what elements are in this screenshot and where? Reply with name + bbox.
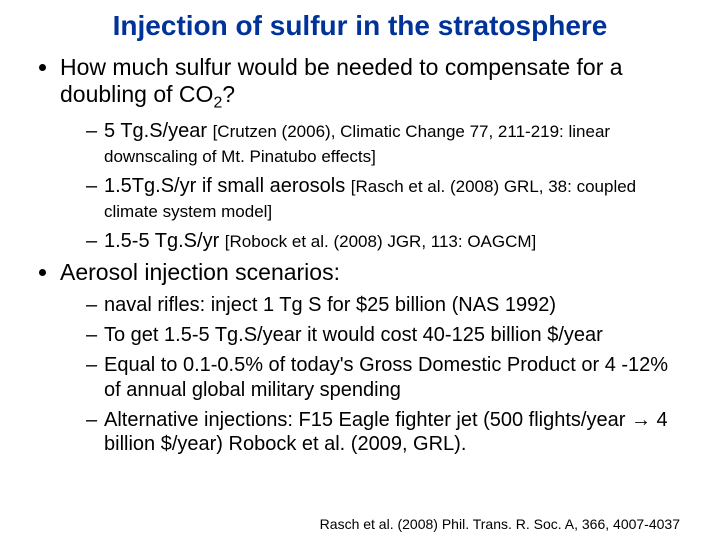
bullet-1: How much sulfur would be needed to compe… bbox=[60, 54, 690, 253]
sublist-2: naval rifles: inject 1 Tg S for $25 bill… bbox=[60, 293, 690, 457]
sub-1-1: 5 Tg.S/year [Crutzen (2006), Climatic Ch… bbox=[86, 119, 690, 168]
arrow-icon: → bbox=[631, 409, 651, 431]
sub-1-2: 1.5Tg.S/yr if small aerosols [Rasch et a… bbox=[86, 174, 690, 223]
bullet-2: Aerosol injection scenarios: naval rifle… bbox=[60, 259, 690, 456]
sub-2-1: naval rifles: inject 1 Tg S for $25 bill… bbox=[86, 293, 690, 317]
sub-2-2: To get 1.5-5 Tg.S/year it would cost 40-… bbox=[86, 323, 690, 347]
sub-1-3-main: 1.5-5 Tg.S/yr bbox=[104, 230, 225, 252]
bullet-1-subscript: 2 bbox=[213, 95, 222, 112]
sublist-1: 5 Tg.S/year [Crutzen (2006), Climatic Ch… bbox=[60, 119, 690, 253]
sub-1-3: 1.5-5 Tg.S/yr [Robock et al. (2008) JGR,… bbox=[86, 229, 690, 253]
slide: Injection of sulfur in the stratosphere … bbox=[0, 0, 720, 540]
sub-2-4-a: Alternative injections: F15 Eagle fighte… bbox=[104, 409, 631, 431]
sub-1-1-main: 5 Tg.S/year bbox=[104, 120, 213, 142]
slide-title: Injection of sulfur in the stratosphere bbox=[30, 10, 690, 42]
bullet-list: How much sulfur would be needed to compe… bbox=[30, 54, 690, 457]
bullet-1-text-a: How much sulfur would be needed to compe… bbox=[60, 54, 623, 107]
sub-1-3-ref: [Robock et al. (2008) JGR, 113: OAGCM] bbox=[225, 232, 536, 251]
sub-2-4: Alternative injections: F15 Eagle fighte… bbox=[86, 408, 690, 457]
footer-citation: Rasch et al. (2008) Phil. Trans. R. Soc.… bbox=[320, 516, 680, 532]
bullet-1-text-b: ? bbox=[222, 81, 235, 107]
sub-1-2-main: 1.5Tg.S/yr if small aerosols bbox=[104, 175, 351, 197]
bullet-2-text: Aerosol injection scenarios: bbox=[60, 259, 340, 285]
sub-2-3: Equal to 0.1-0.5% of today's Gross Domes… bbox=[86, 353, 690, 402]
